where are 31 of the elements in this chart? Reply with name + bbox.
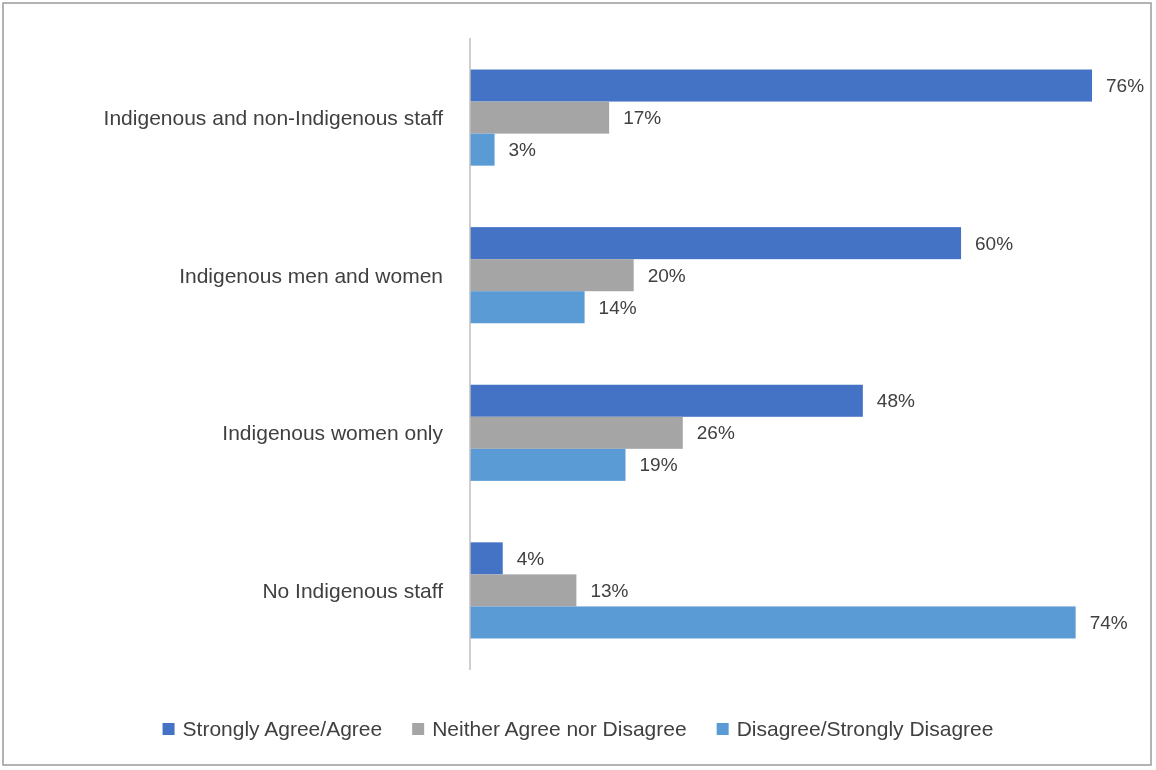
legend-label: Strongly Agree/Agree [182,717,383,741]
data-label: 13% [590,580,629,602]
bar [470,606,1076,639]
y-tick-label: Indigenous men and women [179,263,443,287]
data-label: 14% [598,296,637,318]
bar [470,259,634,292]
bar [470,101,610,134]
data-label: 17% [623,107,662,129]
bar [470,542,503,575]
bar [470,227,962,260]
legend-label: Neither Agree nor Disagree [432,717,687,741]
data-label: 20% [647,264,686,286]
data-label: 4% [516,548,545,570]
bar [470,416,683,449]
y-tick-label: Indigenous women only [222,421,444,445]
y-tick-label: Indigenous and non-Indigenous staff [103,105,444,129]
data-label: 19% [639,454,678,476]
bar [470,384,863,417]
data-label: 48% [876,390,915,412]
legend-label: Disagree/Strongly Disagree [736,717,994,741]
bar [470,574,577,607]
bar [470,448,626,481]
data-label: 26% [696,422,735,444]
bar [470,291,585,324]
data-label: 3% [508,139,537,161]
data-label: 60% [975,232,1014,254]
data-label: 76% [1106,75,1145,97]
data-label: 74% [1089,612,1128,634]
y-tick-label: No Indigenous staff [262,578,444,602]
bar [470,69,1092,102]
bar [470,133,495,166]
